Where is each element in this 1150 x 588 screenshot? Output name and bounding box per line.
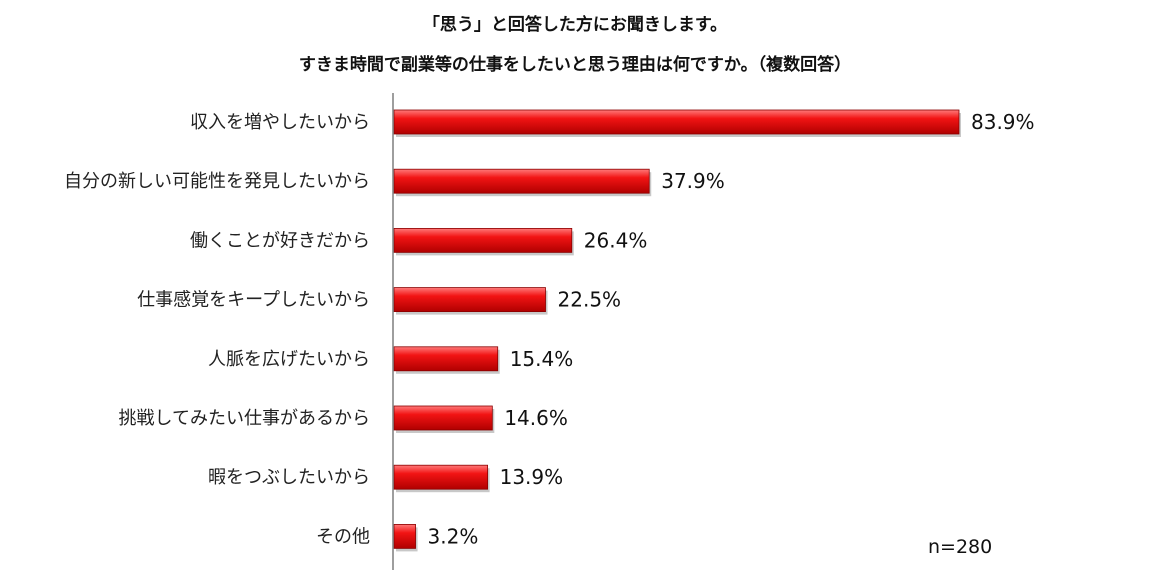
bar-3 <box>393 227 573 253</box>
data-label: 83.9% <box>971 110 1035 134</box>
bar-7 <box>393 464 489 490</box>
category-label: 自分の新しい可能性を発見したいから <box>64 171 370 192</box>
category-label: 働くことが好きだから <box>190 230 370 251</box>
data-label: 26.4% <box>584 228 648 252</box>
category-label: 暇をつぶしたいから <box>208 467 370 488</box>
bar-6 <box>393 405 493 431</box>
bar-4 <box>393 287 546 313</box>
data-label: 15.4% <box>510 347 574 371</box>
data-label: 37.9% <box>661 169 725 193</box>
chart-title-line2: すきま時間で副業等の仕事をしたいと思う理由は何ですか。（複数回答） <box>298 55 852 75</box>
category-label: 挑戦してみたい仕事があるから <box>119 408 370 429</box>
data-label: 3.2% <box>428 524 479 548</box>
category-label: 収入を増やしたいから <box>190 112 370 133</box>
data-label: 22.5% <box>558 288 622 312</box>
category-label: 人脈を広げたいから <box>208 349 370 370</box>
data-label: 13.9% <box>500 465 564 489</box>
chart-title-line1: 「思う」と回答した方にお聞きします。 <box>422 15 728 35</box>
bar-8 <box>393 524 416 549</box>
sample-size-note: n=280 <box>928 536 993 558</box>
category-label: 仕事感覚をキープしたいから <box>137 290 370 311</box>
data-label: 14.6% <box>504 406 568 430</box>
bar-2 <box>393 168 650 194</box>
bar-5 <box>393 346 499 372</box>
category-label: その他 <box>316 526 370 547</box>
bar-1 <box>393 109 960 135</box>
